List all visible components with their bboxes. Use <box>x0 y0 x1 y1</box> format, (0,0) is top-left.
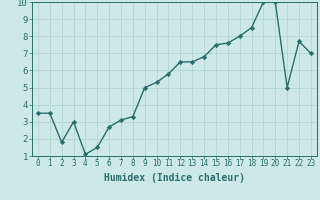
X-axis label: Humidex (Indice chaleur): Humidex (Indice chaleur) <box>104 173 245 183</box>
